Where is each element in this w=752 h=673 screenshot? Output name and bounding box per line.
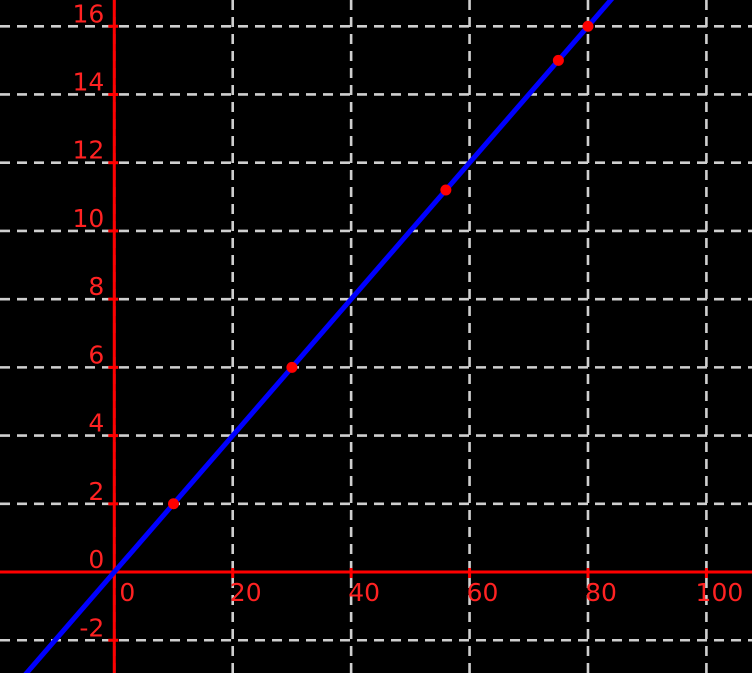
data-point bbox=[582, 20, 594, 32]
y-tick-label: 16 bbox=[72, 0, 104, 28]
y-tick-label: 10 bbox=[72, 204, 104, 233]
x-tick-label: 60 bbox=[467, 578, 499, 607]
x-tick-label: 100 bbox=[696, 578, 744, 607]
tick-labels-group: 0 20 40 60 80 100 -2 0 2 4 6 8 10 12 14 16 bbox=[72, 0, 743, 642]
data-point bbox=[552, 54, 564, 66]
y-tick-label: 4 bbox=[88, 409, 104, 438]
data-point bbox=[440, 184, 452, 196]
data-point bbox=[286, 361, 298, 373]
tick-marks-group bbox=[108, 24, 708, 642]
y-tick-label: 2 bbox=[88, 477, 104, 506]
data-point bbox=[167, 498, 179, 510]
y-tick-label: 8 bbox=[88, 272, 104, 301]
x-tick-label: 20 bbox=[230, 578, 262, 607]
y-tick-label: 12 bbox=[72, 136, 104, 165]
y-tick-label: 0 bbox=[88, 545, 104, 574]
x-tick-label: 40 bbox=[348, 578, 380, 607]
y-tick-label: 6 bbox=[88, 340, 104, 369]
x-tick-label: 0 bbox=[119, 578, 135, 607]
data-points-group bbox=[167, 20, 594, 510]
y-tick-label: 14 bbox=[72, 67, 104, 96]
y-tick-label: -2 bbox=[79, 613, 104, 642]
x-tick-label: 80 bbox=[585, 578, 617, 607]
